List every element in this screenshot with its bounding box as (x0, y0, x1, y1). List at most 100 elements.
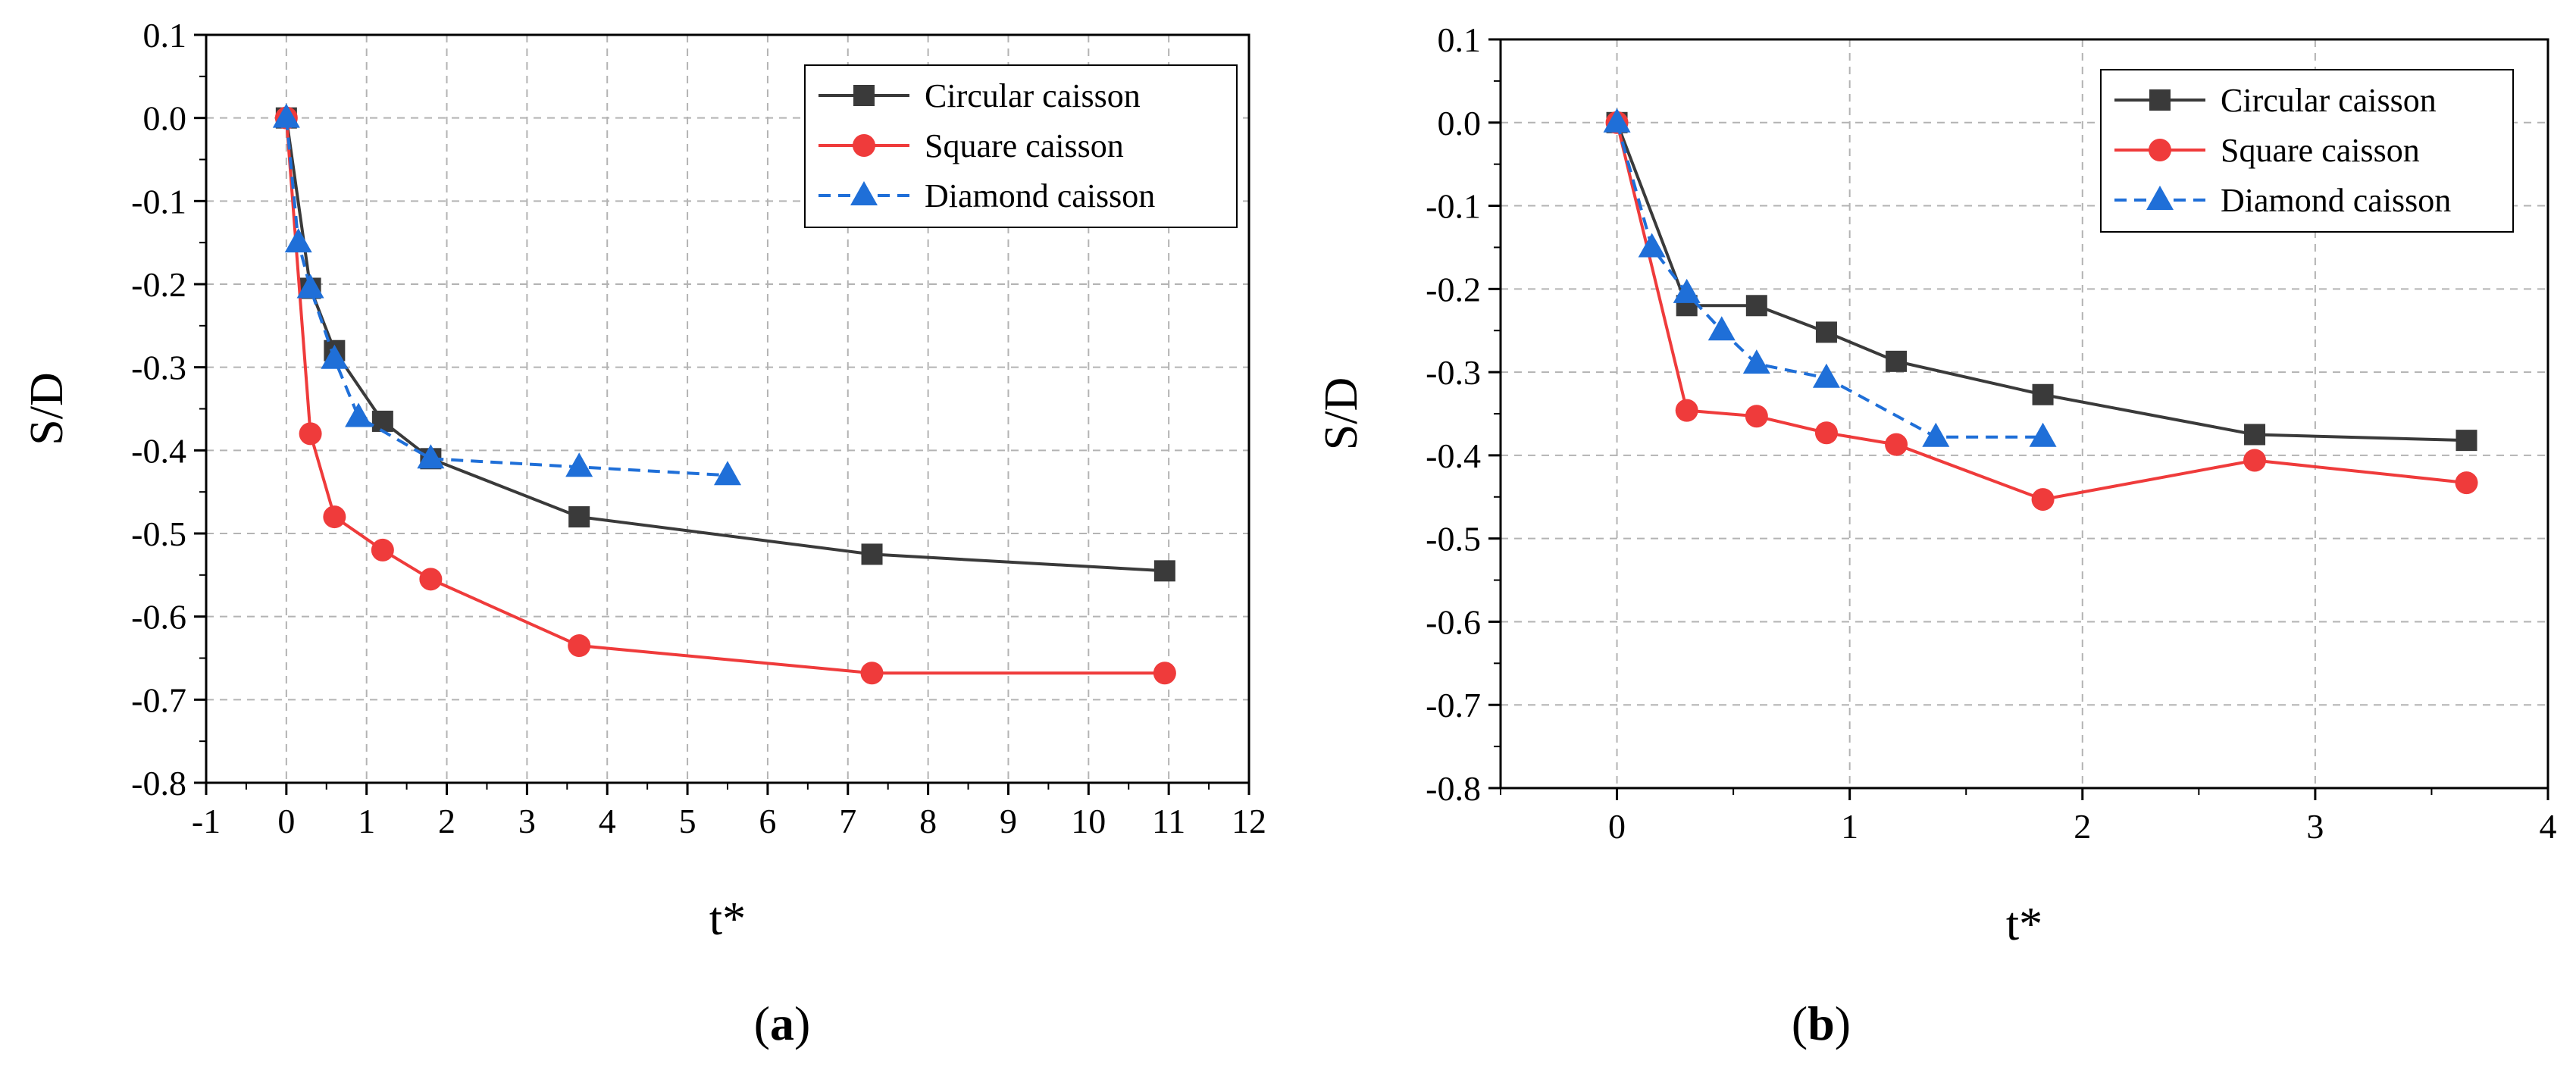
data-point (861, 543, 883, 565)
y-tick-label: -0.2 (1426, 270, 1481, 308)
series-diamond-caisson (1603, 108, 2057, 447)
x-axis-title: t* (2006, 899, 2042, 950)
data-point (2031, 488, 2055, 511)
x-tick-label: 0 (1608, 807, 1626, 846)
data-point (1675, 399, 1698, 422)
data-point (1603, 108, 1631, 133)
series-line (1615, 122, 2467, 502)
x-tick-label: 9 (1000, 802, 1017, 840)
series-line (284, 117, 728, 477)
legend: Circular caisson Square caisson Diamond ca… (2100, 69, 2514, 233)
y-tick-label: -0.1 (131, 182, 186, 221)
y-axis-title: S/D (1316, 377, 1367, 450)
data-point (714, 461, 741, 486)
x-tick-label: 1 (1841, 807, 1858, 846)
y-tick-label: -0.6 (131, 598, 186, 637)
data-point (1812, 363, 1840, 388)
data-point (2455, 430, 2477, 452)
data-point (2032, 383, 2054, 405)
x-tick-label: 0 (277, 802, 295, 840)
x-tick-label: 12 (1232, 802, 1266, 840)
x-tick-label: 1 (358, 802, 375, 840)
y-tick-label: -0.3 (1426, 353, 1481, 392)
x-tick-label: 5 (679, 802, 696, 840)
x-tick-label: 3 (2306, 807, 2324, 846)
data-point (284, 228, 312, 253)
data-point (296, 274, 324, 299)
data-point (1745, 405, 1768, 428)
data-point (299, 422, 322, 446)
y-tick-label: -0.3 (131, 349, 186, 387)
y-tick-label: -0.1 (1426, 187, 1481, 226)
legend-label: Circular caisson (925, 77, 1141, 114)
data-point (321, 344, 349, 369)
legend-marker (2149, 139, 2171, 161)
y-tick-label: 0.1 (1438, 20, 1482, 59)
y-tick-label: -0.8 (1426, 769, 1481, 808)
legend-marker (850, 181, 878, 205)
x-tick-label: 3 (518, 802, 536, 840)
panel-label: (b) (1792, 996, 1851, 1050)
data-point (568, 506, 590, 528)
legend-label: Square caisson (2221, 132, 2420, 169)
x-tick-label: 2 (438, 802, 455, 840)
panel-label: (a) (754, 996, 811, 1050)
series-diamond-caisson (272, 103, 741, 486)
y-tick-label: -0.8 (131, 764, 186, 802)
data-point (1745, 295, 1767, 317)
y-tick-label: 0.1 (143, 16, 187, 55)
x-tick-label: -1 (192, 802, 221, 840)
x-axis-title: t* (709, 893, 746, 945)
chart-panel-a: -1 0 1 2 3 4 5 6 7 8 9 10 11 12-0.8-0.7-0.6-0.5-0.4-0… (21, 16, 1266, 1050)
x-tick-label: 6 (759, 802, 776, 840)
y-tick-label: -0.4 (1426, 436, 1481, 475)
x-tick-label: 7 (839, 802, 856, 840)
data-point (1815, 321, 1837, 343)
data-point (1885, 433, 1908, 456)
data-point (1886, 350, 1908, 372)
data-point (1673, 278, 1701, 303)
data-point (1814, 421, 1838, 445)
legend-marker (853, 85, 875, 106)
series-square-caisson (1605, 111, 2478, 511)
data-point (272, 103, 300, 128)
legend-label: Circular caisson (2221, 82, 2437, 119)
data-point (1153, 662, 1176, 685)
data-point (417, 444, 445, 469)
x-tick-label: 2 (2074, 807, 2091, 846)
data-point (565, 452, 593, 477)
y-tick-label: -0.5 (1426, 520, 1481, 558)
data-point (1922, 422, 1950, 447)
legend-label: Square caisson (925, 127, 1124, 164)
legend-marker (853, 134, 875, 157)
y-tick-label: -0.6 (1426, 602, 1481, 641)
data-point (1742, 349, 1770, 374)
legend-label: Diamond caisson (925, 177, 1155, 214)
data-point (2243, 449, 2267, 472)
x-tick-label: 4 (599, 802, 616, 840)
x-tick-label: 10 (1071, 802, 1106, 840)
data-point (2244, 424, 2266, 446)
data-point (2029, 422, 2057, 447)
y-axis: -0.8 -0.7 -0.6 -0.5 -0.4 -0.3 -0.2 -0.1 0.0 0.1 (131, 16, 206, 802)
y-tick-label: 0.0 (1438, 104, 1482, 142)
y-tick-label: -0.4 (131, 431, 186, 470)
data-point (1707, 316, 1736, 341)
y-tick-label: 0.0 (143, 99, 187, 138)
legend-label: Diamond caisson (2221, 182, 2451, 219)
data-point (419, 568, 443, 591)
series-line (284, 117, 1165, 675)
legend: Circular caisson Square caisson Diamond ca… (804, 64, 1238, 228)
legend-marker (2146, 186, 2174, 210)
x-tick-label: 11 (1152, 802, 1185, 840)
x-axis: -1 0 1 2 3 4 5 6 7 8 9 10 11 12 (192, 783, 1266, 840)
data-point (1153, 560, 1175, 582)
y-tick-label: -0.5 (131, 515, 186, 553)
y-axis-title: S/D (21, 372, 73, 445)
data-point (1638, 233, 1666, 258)
data-point (568, 634, 591, 658)
x-tick-label: 4 (2540, 807, 2557, 846)
data-point (371, 538, 394, 562)
legend-marker (2149, 89, 2171, 111)
